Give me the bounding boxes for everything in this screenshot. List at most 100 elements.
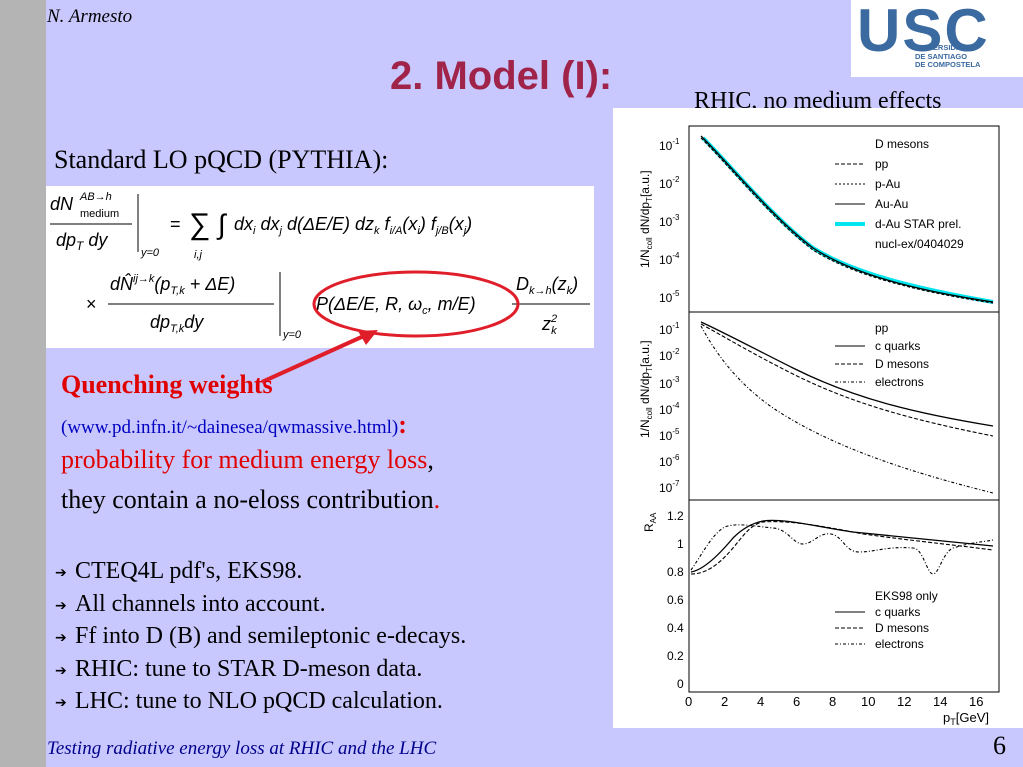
formula-box: dN AB→h medium dpT dy y=0 = ∑ i,j ∫ dxi …	[46, 186, 594, 348]
panel3-dmeson-curve	[690, 521, 994, 575]
svg-text:dN̂ij→k(pT,k + ΔE): dN̂ij→k(pT,k + ΔE)	[110, 273, 235, 297]
arrow-icon: ➔	[55, 597, 67, 614]
quenching-description: probability for medium energy loss,	[61, 445, 434, 474]
list-item: ➔ All channels into account.	[55, 589, 466, 622]
svg-text:Dk→h(zk): Dk→h(zk)	[516, 274, 578, 297]
svg-text:∑: ∑	[189, 208, 210, 241]
svg-text:6: 6	[793, 694, 800, 709]
svg-text:pp: pp	[875, 157, 889, 171]
svg-text:16: 16	[969, 694, 983, 709]
formula-label: Standard LO pQCD (PYTHIA):	[54, 145, 389, 174]
svg-text:1.2: 1.2	[667, 509, 684, 523]
svg-text:0.4: 0.4	[667, 621, 684, 635]
list-item: ➔ LHC: tune to NLO pQCD calculation.	[55, 686, 466, 719]
list-item: ➔ RHIC: tune to STAR D-meson data.	[55, 654, 466, 687]
arrow-icon: ➔	[55, 695, 67, 711]
svg-text:0.6: 0.6	[667, 593, 684, 607]
x-axis-label: pT[GeV]	[943, 710, 989, 727]
svg-text:y=0: y=0	[282, 329, 302, 341]
panel2-yticks: 10-1 10-2 10-3 10-4 10-5 10-6 10-7	[659, 321, 680, 495]
svg-text:8: 8	[829, 694, 836, 709]
svg-text:10-6: 10-6	[659, 453, 680, 469]
svg-text:=: =	[170, 214, 181, 234]
usc-logo: USC UNIVERSIDADE DE SANTIAGO DE COMPOSTE…	[851, 0, 1023, 77]
arrow-icon: ➔	[55, 662, 67, 679]
list-item: ➔ Ff into D (B) and semileptonic e-decays…	[55, 621, 466, 654]
svg-text:medium: medium	[80, 208, 119, 220]
arrow-icon: ➔	[55, 630, 67, 646]
svg-text:c quarks: c quarks	[875, 339, 920, 353]
x-ticks: 0 2 4 6 8 10 12 14 16	[685, 694, 983, 709]
svg-text:d-Au STAR prel.: d-Au STAR prel.	[875, 217, 961, 231]
svg-text:10-5: 10-5	[659, 289, 680, 305]
panel2-frame	[688, 311, 1000, 501]
svg-text:p-Au: p-Au	[875, 177, 900, 191]
panel3-legend: EKS98 only c quarks D mesons electrons	[835, 589, 938, 651]
logo-subtext: UNIVERSIDADE DE SANTIAGO DE COMPOSTELA	[915, 43, 981, 69]
page-number: 6	[993, 731, 1006, 760]
svg-text:P(ΔE/E, R, ωc, m/E): P(ΔE/E, R, ωc, m/E)	[316, 294, 476, 317]
panel1-yticks: 10-1 10-2 10-3 10-4 10-5	[659, 137, 680, 305]
svg-text:electrons: electrons	[875, 637, 924, 651]
panel2-legend: pp c quarks D mesons electrons	[835, 321, 929, 389]
svg-text:D mesons: D mesons	[875, 621, 929, 635]
highlight-ellipse	[312, 270, 520, 338]
svg-text:z2k: z2 k	[541, 313, 557, 337]
quenching-note: they contain a no-eloss contribution.	[61, 485, 441, 514]
svg-text:y=0: y=0	[140, 247, 160, 259]
svg-text:dpT dy: dpT dy	[56, 230, 108, 253]
panel1-pp-curve	[700, 135, 994, 303]
svg-text:EKS98 only: EKS98 only	[875, 589, 938, 603]
left-sidebar	[0, 0, 46, 767]
author-name: N. Armesto	[47, 6, 133, 27]
arrow-icon: ➔	[55, 565, 67, 581]
svg-text:10-3: 10-3	[659, 213, 680, 229]
panel3-yticks: 1.2 1 0.8 0.6 0.4 0.2 0	[667, 509, 684, 691]
svg-text:c quarks: c quarks	[875, 605, 920, 619]
panel2-dmeson-curve	[700, 323, 994, 437]
svg-text:10-1: 10-1	[659, 137, 680, 153]
svg-text:0.2: 0.2	[667, 649, 684, 663]
svg-text:electrons: electrons	[875, 375, 924, 389]
svg-text:1: 1	[677, 537, 684, 551]
plot-svg: 10-1 10-2 10-3 10-4 10-5 1/Ncoll dN/dpT[…	[638, 125, 1000, 727]
svg-text:10-4: 10-4	[659, 251, 680, 267]
panel3-ylabel: RAA	[642, 512, 658, 532]
svg-text:dN: dN	[50, 194, 74, 214]
svg-text:D mesons: D mesons	[875, 357, 929, 371]
svg-text:10-7: 10-7	[659, 479, 680, 495]
svg-text:10-2: 10-2	[659, 347, 680, 363]
svg-text:0: 0	[677, 677, 684, 691]
svg-text:2: 2	[721, 694, 728, 709]
formula-equation: dN AB→h medium dpT dy y=0 = ∑ i,j ∫ dxi …	[50, 191, 590, 341]
svg-text:×: ×	[86, 294, 97, 314]
svg-text:i,j: i,j	[194, 249, 203, 261]
footer-title: Testing radiative energy loss at RHIC an…	[47, 738, 437, 759]
svg-text:12: 12	[897, 694, 911, 709]
panel1-ylabel: 1/Ncoll dN/dpT[a.u.]	[638, 170, 654, 268]
quenching-title: Quenching weights	[61, 370, 273, 399]
svg-text:10-2: 10-2	[659, 175, 680, 191]
svg-text:14: 14	[933, 694, 947, 709]
svg-text:0.8: 0.8	[667, 565, 684, 579]
svg-text:dpT,kdy: dpT,kdy	[150, 312, 204, 335]
svg-text:10-1: 10-1	[659, 321, 680, 337]
svg-text:AB→h: AB→h	[79, 191, 112, 203]
svg-text:10-5: 10-5	[659, 427, 680, 443]
svg-text:Au-Au: Au-Au	[875, 197, 908, 211]
svg-text:0: 0	[685, 694, 692, 709]
panel3-electron-curve	[690, 524, 994, 575]
plot-figure: 10-1 10-2 10-3 10-4 10-5 1/Ncoll dN/dpT[…	[613, 108, 1023, 728]
svg-text:dxi dxj d(ΔE/E) dzk fi/A(xi) f: dxi dxj d(ΔE/E) dzk fi/A(xi) fj/B(xj)	[234, 214, 472, 237]
panel3-cquark-curve	[690, 519, 994, 573]
bullet-list: ➔ CTEQ4L pdf's, EKS98. ➔ All channels into…	[55, 556, 466, 719]
svg-text:pp: pp	[875, 321, 889, 335]
panel2-electron-curve	[700, 325, 994, 494]
panel2-ylabel: 1/Ncoll dN/dpT[a.u.]	[638, 340, 654, 438]
svg-text:nucl-ex/0404029: nucl-ex/0404029	[875, 237, 964, 251]
panel3-frame	[688, 499, 1000, 693]
svg-text:∫: ∫	[216, 209, 228, 240]
svg-text:10-4: 10-4	[659, 401, 680, 417]
quenching-url[interactable]: (www.pd.infn.it/~dainesea/qwmassive.html…	[61, 410, 407, 439]
logo-text: USC	[857, 0, 990, 64]
